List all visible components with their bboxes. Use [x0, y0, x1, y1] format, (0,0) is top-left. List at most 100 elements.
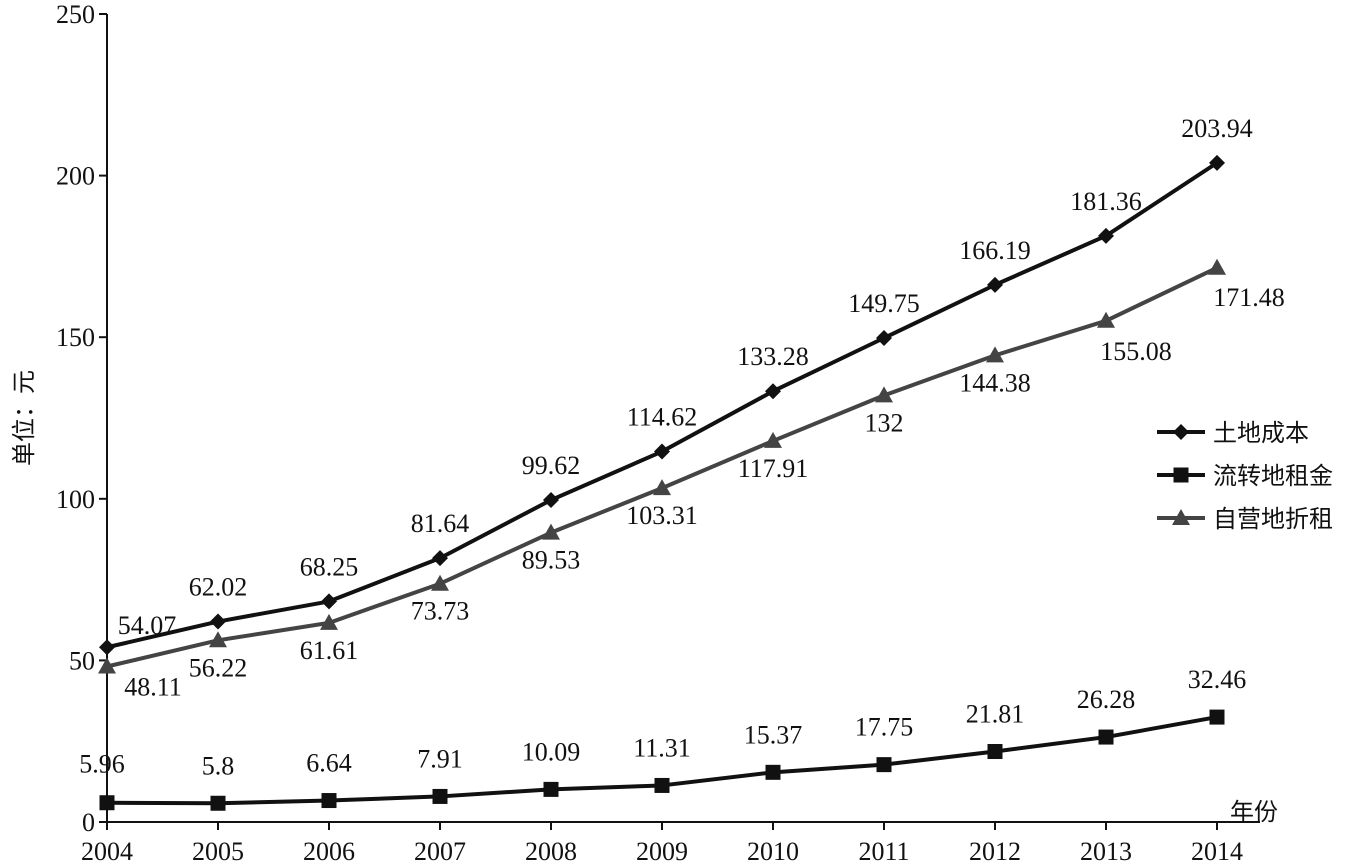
legend-marker — [1172, 509, 1190, 525]
data-point-triangle — [98, 657, 116, 674]
x-tick-label: 2011 — [858, 837, 909, 864]
data-label: 7.91 — [417, 744, 463, 773]
data-label: 68.25 — [300, 552, 359, 581]
data-point-triangle — [986, 346, 1004, 363]
data-point-triangle — [764, 431, 782, 448]
y-tick-label: 50 — [69, 646, 95, 675]
data-point-triangle — [209, 631, 227, 648]
data-point-square — [876, 757, 892, 773]
data-point-diamond — [432, 550, 448, 567]
x-axis-title: 年份 — [1230, 798, 1278, 826]
data-point-triangle — [1097, 311, 1115, 328]
series-3 — [98, 258, 1226, 674]
data-label: 81.64 — [411, 509, 470, 538]
series-line — [106, 265, 1218, 669]
data-label: 203.94 — [1181, 114, 1253, 143]
y-ticks: 0 50 100 150 200 250 — [56, 0, 107, 837]
data-label: 181.36 — [1070, 187, 1142, 216]
x-tick-label: 2009 — [636, 837, 688, 864]
data-point-triangle — [653, 479, 671, 496]
data-point-square — [432, 788, 448, 804]
data-point-square — [210, 795, 226, 811]
data-label: 144.38 — [959, 368, 1031, 397]
data-label: 89.53 — [522, 546, 581, 575]
x-tick-label: 2010 — [747, 837, 799, 864]
data-point-diamond — [1098, 227, 1114, 244]
data-point-triangle — [320, 613, 338, 630]
y-tick-label: 200 — [56, 162, 95, 191]
data-label: 48.11 — [124, 673, 182, 702]
legend-marker — [1173, 424, 1189, 440]
data-labels: 54.07 62.02 68.25 81.64 99.62 114.62 133.28 149… — [79, 114, 1285, 780]
data-label: 132 — [865, 408, 904, 437]
data-label: 17.75 — [855, 713, 914, 742]
data-label: 117.91 — [738, 454, 809, 483]
legend-item: 自营地折租 — [1157, 505, 1333, 533]
x-tick-label: 2006 — [303, 837, 355, 864]
legend-label: 土地成本 — [1213, 419, 1309, 447]
data-label: 21.81 — [966, 700, 1025, 729]
legend-label: 自营地折租 — [1213, 505, 1333, 533]
y-tick-label: 100 — [56, 485, 95, 514]
data-label: 15.37 — [744, 720, 803, 749]
data-point-diamond — [987, 276, 1003, 293]
x-tick-label: 2012 — [969, 837, 1021, 864]
data-point-square — [987, 744, 1003, 760]
data-point-square — [321, 793, 337, 809]
data-point-triangle — [1208, 258, 1226, 275]
data-label: 133.28 — [737, 342, 809, 371]
data-label: 56.22 — [189, 653, 248, 682]
data-label: 114.62 — [627, 403, 698, 432]
data-point-triangle — [431, 574, 449, 591]
data-point-diamond — [654, 443, 670, 460]
data-label: 54.07 — [118, 611, 177, 640]
data-label: 5.96 — [79, 750, 125, 779]
data-point-triangle — [542, 523, 560, 540]
data-label: 103.31 — [626, 501, 698, 530]
data-point-square — [1209, 709, 1225, 725]
data-point-diamond — [876, 330, 892, 347]
legend-item: 土地成本 — [1157, 419, 1309, 447]
legend-marker — [1173, 467, 1189, 483]
data-label: 149.75 — [848, 289, 920, 318]
data-point-diamond — [99, 639, 115, 656]
data-label: 171.48 — [1213, 283, 1285, 312]
y-tick-label: 0 — [82, 808, 95, 837]
x-ticks: 2004 2005 2006 2007 2008 2009 2010 2011 2012 2013… — [81, 822, 1243, 864]
series-2 — [99, 709, 1225, 811]
data-label: 73.73 — [411, 597, 470, 626]
data-label: 155.08 — [1100, 337, 1172, 366]
data-point-diamond — [1209, 154, 1225, 171]
series-layer — [98, 154, 1226, 811]
data-label: 62.02 — [189, 573, 248, 602]
data-point-diamond — [321, 593, 337, 610]
data-label: 61.61 — [300, 636, 359, 665]
axes — [106, 14, 1260, 823]
data-point-triangle — [875, 386, 893, 403]
data-point-square — [99, 795, 115, 811]
data-point-diamond — [543, 492, 559, 509]
y-tick-label: 250 — [56, 0, 95, 29]
x-tick-label: 2005 — [192, 837, 244, 864]
data-point-square — [543, 781, 559, 797]
data-point-diamond — [765, 383, 781, 400]
x-tick-label: 2014 — [1191, 837, 1243, 864]
data-label: 10.09 — [522, 737, 581, 766]
data-label: 6.64 — [306, 749, 352, 778]
data-label: 26.28 — [1077, 685, 1136, 714]
data-point-square — [1098, 729, 1114, 745]
data-point-square — [765, 764, 781, 780]
y-axis-title: 单位：元 — [10, 370, 38, 466]
data-label: 5.8 — [202, 751, 235, 780]
x-tick-label: 2004 — [81, 837, 133, 864]
series-1 — [99, 154, 1225, 656]
data-label: 99.62 — [522, 451, 581, 480]
legend-label: 流转地租金 — [1213, 462, 1333, 490]
x-tick-label: 2008 — [525, 837, 577, 864]
y-tick-label: 150 — [56, 323, 95, 352]
data-label: 166.19 — [959, 236, 1031, 265]
data-label: 32.46 — [1188, 665, 1247, 694]
legend-item: 流转地租金 — [1157, 462, 1333, 490]
